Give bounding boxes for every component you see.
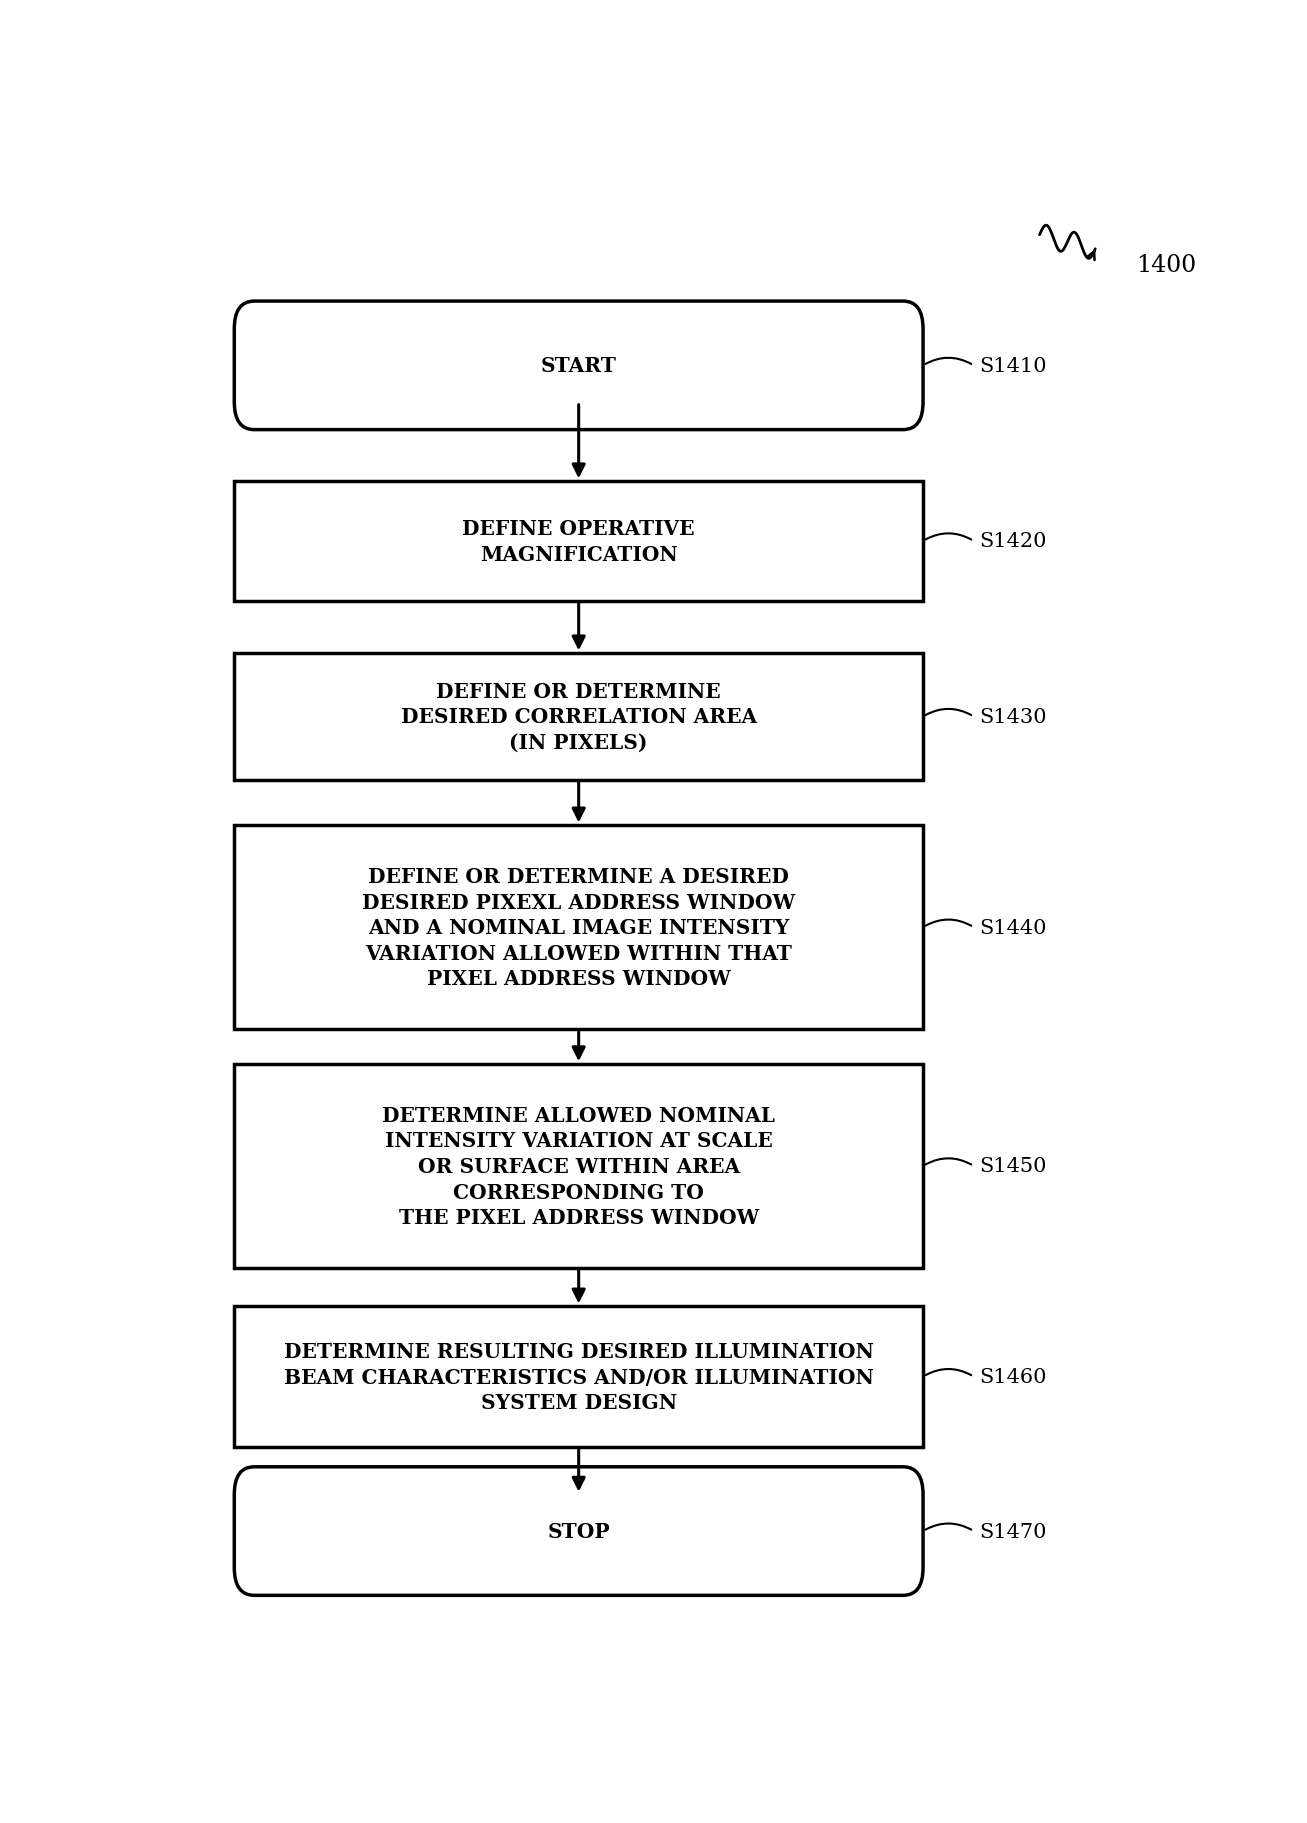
Text: STOP: STOP — [548, 1520, 610, 1540]
Text: S1470: S1470 — [979, 1522, 1047, 1540]
Text: S1440: S1440 — [979, 919, 1047, 937]
Text: DEFINE OPERATIVE
MAGNIFICATION: DEFINE OPERATIVE MAGNIFICATION — [463, 520, 695, 565]
Text: DEFINE OR DETERMINE
DESIRED CORRELATION AREA
(IN PIXELS): DEFINE OR DETERMINE DESIRED CORRELATION … — [401, 682, 757, 753]
FancyBboxPatch shape — [234, 1468, 923, 1595]
FancyBboxPatch shape — [234, 303, 923, 430]
Bar — [234, 826, 923, 1030]
Text: START: START — [541, 355, 617, 376]
Text: DETERMINE ALLOWED NOMINAL
INTENSITY VARIATION AT SCALE
OR SURFACE WITHIN AREA
CO: DETERMINE ALLOWED NOMINAL INTENSITY VARI… — [382, 1105, 775, 1227]
Text: S1460: S1460 — [979, 1367, 1047, 1385]
Bar — [234, 481, 923, 602]
Bar — [234, 654, 923, 780]
Text: 1400: 1400 — [1136, 253, 1196, 277]
Text: S1410: S1410 — [979, 357, 1047, 376]
Text: DETERMINE RESULTING DESIRED ILLUMINATION
BEAM CHARACTERISTICS AND/OR ILLUMINATIO: DETERMINE RESULTING DESIRED ILLUMINATION… — [284, 1342, 873, 1413]
Text: DEFINE OR DETERMINE A DESIRED
DESIRED PIXEXL ADDRESS WINDOW
AND A NOMINAL IMAGE : DEFINE OR DETERMINE A DESIRED DESIRED PI… — [362, 866, 795, 988]
Text: S1420: S1420 — [979, 532, 1047, 551]
Text: S1450: S1450 — [979, 1158, 1047, 1176]
Bar — [234, 1065, 923, 1269]
Text: S1430: S1430 — [979, 707, 1047, 727]
Bar — [234, 1307, 923, 1447]
